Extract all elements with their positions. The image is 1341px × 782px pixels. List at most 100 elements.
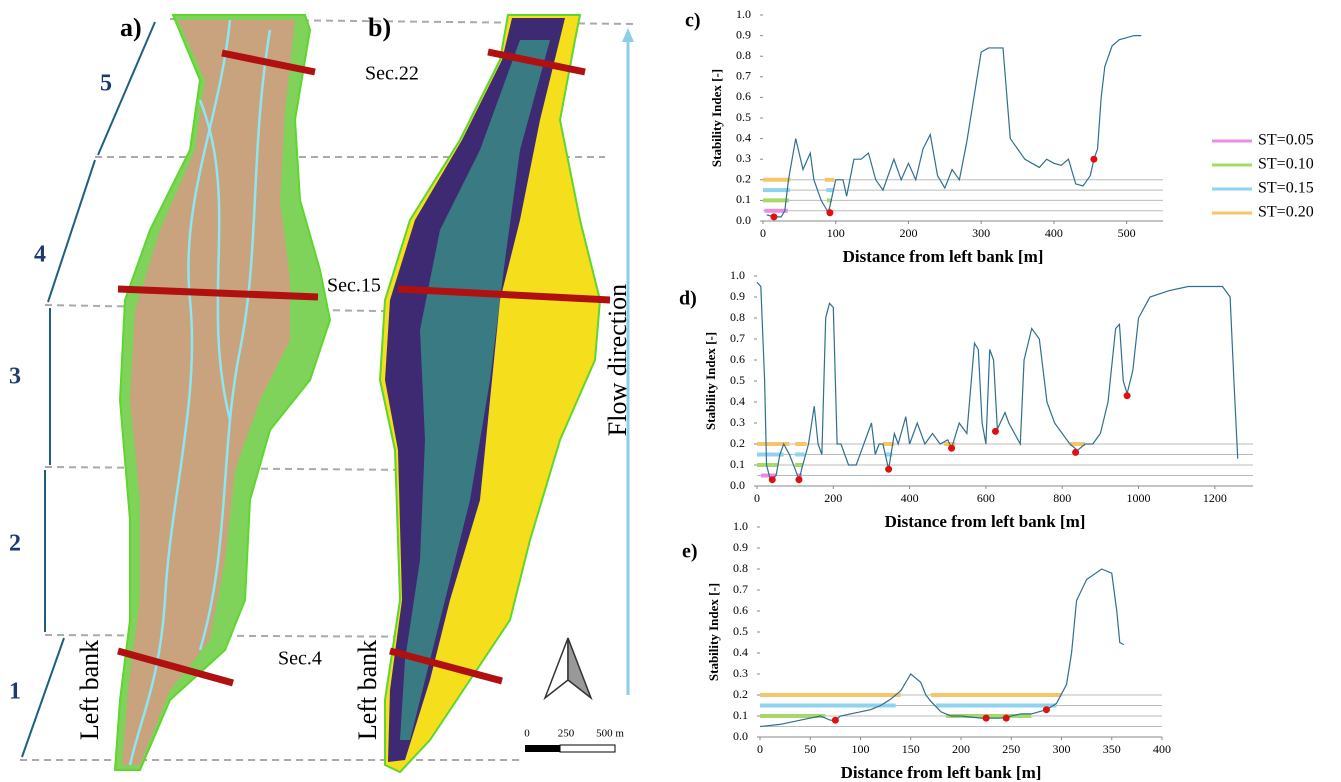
y-tick-label: 0.0 (736, 213, 751, 227)
x-tick-label: 1000 (1127, 491, 1151, 505)
panel-label: e) (682, 541, 698, 563)
critical-point (1042, 706, 1050, 714)
y-tick-label: 0.7 (736, 69, 751, 83)
reach-label: 4 (34, 242, 46, 268)
y-tick-label: 0.0 (733, 729, 748, 743)
y-tick-label: 0.5 (730, 373, 745, 387)
y-tick-label: 0.1 (733, 708, 748, 722)
y-tick-label: 0.6 (730, 352, 745, 366)
y-tick-label: 0.2 (736, 172, 751, 186)
x-tick-label: 0 (760, 226, 766, 240)
panel-label: d) (679, 288, 697, 310)
critical-point (982, 714, 990, 722)
y-tick-label: 0.6 (733, 603, 748, 617)
x-tick-label: 500 (1118, 226, 1136, 240)
y-tick-label: 1.0 (733, 519, 748, 533)
flow-label: Flow direction (603, 284, 632, 436)
legend-label: ST=0.10 (1258, 156, 1314, 173)
y-tick-label: 0.9 (736, 27, 751, 41)
x-tick-label: 200 (952, 742, 970, 756)
x-tick-label: 800 (1053, 491, 1071, 505)
y-tick-label: 0.6 (736, 89, 751, 103)
critical-point (795, 476, 803, 484)
y-tick-label: 0.5 (733, 624, 748, 638)
y-tick-label: 1.0 (736, 7, 751, 21)
left-bank-label: Left bank (353, 640, 382, 740)
critical-point (826, 209, 834, 217)
legend-label: ST=0.15 (1258, 180, 1314, 197)
panel-label: b) (368, 13, 391, 42)
y-tick-label: 0.9 (730, 289, 745, 303)
series-line (766, 35, 1142, 218)
section-label: Sec.15 (327, 275, 381, 297)
critical-point (1123, 392, 1131, 400)
reach-label: 2 (9, 531, 21, 557)
critical-point (991, 427, 999, 435)
y-tick-label: 0.3 (736, 151, 751, 165)
panel-label: c) (685, 10, 701, 32)
critical-point (770, 213, 778, 221)
series-line (759, 568, 1125, 728)
critical-point (1090, 155, 1098, 163)
y-tick-label: 0.9 (733, 540, 748, 554)
critical-point (948, 444, 956, 452)
x-tick-label: 250 (1002, 742, 1020, 756)
y-tick-label: 0.3 (733, 666, 748, 680)
y-tick-label: 0.4 (730, 394, 745, 408)
y-axis-title: Stability Index [-] (706, 583, 721, 681)
critical-point (1002, 714, 1010, 722)
x-tick-label: 100 (852, 742, 870, 756)
y-tick-label: 0.7 (730, 331, 745, 345)
y-tick-label: 0.1 (730, 457, 745, 471)
x-tick-label: 400 (901, 491, 919, 505)
x-axis-title: Distance from left bank [m] (843, 247, 1044, 266)
y-tick-label: 0.2 (730, 436, 745, 450)
x-tick-label: 300 (972, 226, 990, 240)
reach-label: 3 (9, 364, 21, 390)
y-tick-label: 0.7 (733, 582, 748, 596)
y-tick-label: 0.2 (733, 687, 748, 701)
legend-label: ST=0.05 (1258, 132, 1314, 149)
series-line (756, 281, 1239, 482)
x-axis-title: Distance from left bank [m] (885, 512, 1086, 531)
y-tick-label: 0.4 (736, 130, 751, 144)
x-axis-title: Distance from left bank [m] (841, 763, 1042, 782)
x-tick-label: 100 (827, 226, 845, 240)
y-tick-label: 0.1 (736, 192, 751, 206)
critical-point (831, 716, 839, 724)
critical-point (885, 465, 893, 473)
section-label: Sec.22 (365, 63, 419, 85)
critical-point (768, 476, 776, 484)
y-tick-label: 1.0 (730, 268, 745, 282)
y-tick-label: 0.5 (736, 110, 751, 124)
legend-label: ST=0.20 (1258, 204, 1314, 221)
y-axis-title: Stability Index [-] (709, 69, 724, 167)
y-tick-label: 0.0 (730, 478, 745, 492)
x-tick-label: 50 (804, 742, 816, 756)
x-tick-label: 200 (824, 491, 842, 505)
x-tick-label: 400 (1153, 742, 1171, 756)
y-tick-label: 0.3 (730, 415, 745, 429)
scale-label: 500 m (596, 728, 624, 740)
panel-label: a) (120, 13, 142, 42)
map-panels: a) b) 1 2 3 4 5 Sec.22 Sec.15 Sec.4 Left… (9, 13, 638, 774)
scale-label: 0 (524, 728, 530, 740)
y-tick-label: 0.8 (733, 561, 748, 575)
x-tick-label: 350 (1103, 742, 1121, 756)
reach-label: 1 (9, 679, 21, 705)
section-label: Sec.4 (278, 648, 322, 670)
x-tick-label: 0 (754, 491, 760, 505)
reach-label: 5 (100, 71, 112, 97)
x-tick-label: 300 (1053, 742, 1071, 756)
x-tick-label: 200 (899, 226, 917, 240)
x-tick-label: 600 (977, 491, 995, 505)
x-tick-label: 150 (902, 742, 920, 756)
x-tick-label: 1200 (1203, 491, 1227, 505)
scale-label: 250 (558, 728, 575, 740)
y-tick-label: 0.8 (730, 310, 745, 324)
y-tick-label: 0.8 (736, 48, 751, 62)
x-tick-label: 0 (757, 742, 763, 756)
x-tick-label: 400 (1045, 226, 1063, 240)
